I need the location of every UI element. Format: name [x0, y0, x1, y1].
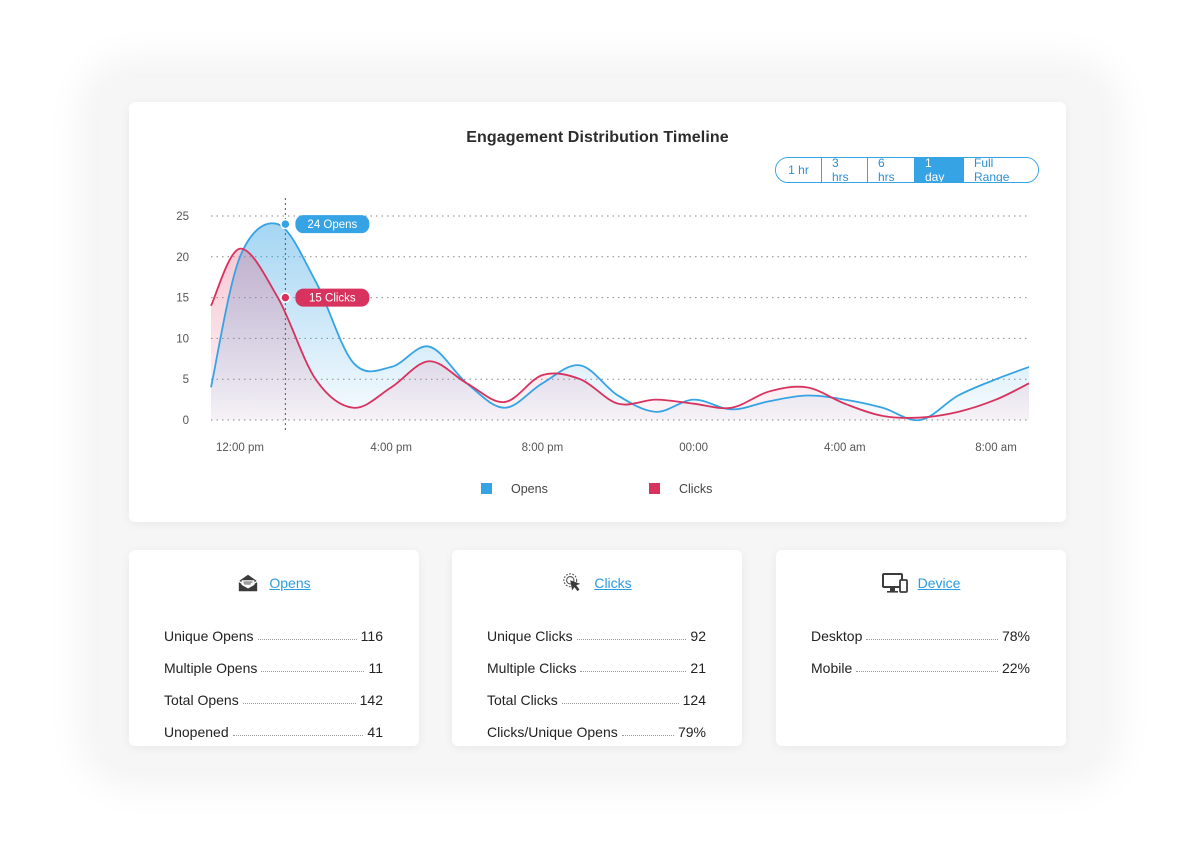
clicks-card-header: Clicks	[452, 572, 742, 594]
device-card-link[interactable]: Device	[917, 575, 961, 591]
range-button-1day[interactable]: 1 day	[915, 158, 964, 182]
opens-legend-label: Opens	[511, 482, 548, 496]
opens-stats-list: Unique Opens 116 Multiple Opens 11 Total O…	[164, 612, 383, 740]
opens-hover-point	[280, 218, 291, 230]
stat-row: Unopened 41	[164, 724, 383, 740]
clicks-legend-swatch	[649, 483, 660, 494]
stat-row: Unique Opens 116	[164, 628, 383, 644]
stat-row: Total Opens 142	[164, 692, 383, 708]
y-tick-label: 20	[176, 252, 189, 264]
stat-row: Desktop 78%	[811, 628, 1030, 644]
clicks-card-link[interactable]: Clicks	[594, 575, 632, 591]
time-range-selector: 1 hr 3 hrs 6 hrs 1 day Full Range	[775, 157, 1039, 183]
engagement-chart-card: Engagement Distribution Timeline 1 hr 3 …	[129, 102, 1066, 522]
y-tick-label: 5	[183, 374, 189, 386]
stat-row: Mobile 22%	[811, 660, 1030, 676]
y-tick-label: 15	[176, 293, 189, 305]
chart-title: Engagement Distribution Timeline	[466, 129, 729, 146]
clicks-tooltip-label: 15 Clicks	[309, 293, 356, 305]
device-card-header: Device	[776, 572, 1066, 594]
envelope-icon	[238, 574, 258, 592]
range-button-full-range[interactable]: Full Range	[964, 158, 1038, 182]
clicks-series-line	[210, 247, 1030, 419]
stat-row: Unique Clicks 92	[487, 628, 706, 644]
stat-row: Total Clicks 124	[487, 692, 706, 708]
opens-tooltip-label: 24 Opens	[307, 219, 357, 231]
clicks-hover-point	[280, 292, 291, 303]
x-tick-label: 12:00 pm	[216, 442, 264, 454]
clicks-area	[211, 248, 1029, 420]
opens-legend-swatch	[481, 483, 492, 494]
x-tick-label: 4:00 am	[824, 442, 866, 454]
clicks-tooltip	[295, 288, 370, 307]
clicks-legend-label: Clicks	[679, 482, 712, 496]
opens-stats-card: Opens Unique Opens 116 Multiple Opens 11 T…	[129, 550, 419, 746]
y-tick-label: 0	[183, 415, 189, 427]
device-stats-card: Device Desktop 78% Mobile 22%	[776, 550, 1066, 746]
opens-tooltip	[295, 215, 370, 234]
y-tick-label: 25	[176, 211, 189, 223]
x-tick-label: 8:00 pm	[522, 442, 564, 454]
x-tick-label: 8:00 am	[975, 442, 1017, 454]
device-stats-list: Desktop 78% Mobile 22%	[811, 612, 1030, 676]
stat-row: Multiple Opens 11	[164, 660, 383, 676]
range-button-1hr[interactable]: 1 hr	[776, 158, 822, 182]
range-button-3hrs[interactable]: 3 hrs	[822, 158, 868, 182]
x-tick-label: 4:00 pm	[370, 442, 412, 454]
x-tick-label: 00:00	[679, 442, 708, 454]
stat-row: Clicks/Unique Opens 79%	[487, 724, 706, 740]
range-button-6hrs[interactable]: 6 hrs	[868, 158, 915, 182]
engagement-timeline-chart: 24 Opens 15 Clicks 0 5 10 15 20 25 12:00 pm 4:00…	[176, 198, 1030, 496]
devices-icon	[881, 573, 908, 593]
stat-row: Multiple Clicks 21	[487, 660, 706, 676]
opens-card-header: Opens	[129, 572, 419, 594]
cursor-click-icon	[563, 573, 581, 592]
clicks-stats-list: Unique Clicks 92 Multiple Clicks 21 Total …	[487, 612, 706, 740]
y-tick-label: 10	[176, 333, 189, 345]
opens-card-link[interactable]: Opens	[269, 575, 311, 591]
clicks-stats-card: Clicks Unique Clicks 92 Multiple Clicks 21…	[452, 550, 742, 746]
